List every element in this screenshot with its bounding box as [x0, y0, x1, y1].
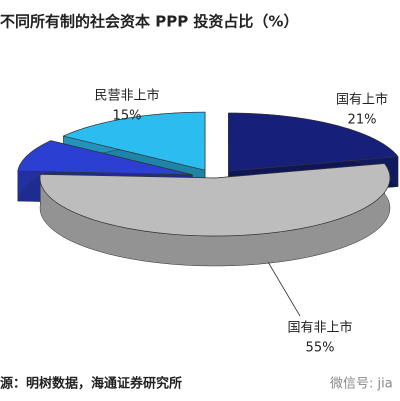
chart-title: 不同所有制的社会资本 PPP 投资占比（%）: [0, 13, 298, 31]
watermark: 微信号: jia: [330, 377, 393, 392]
pie-slice: [39, 162, 391, 267]
source-note: 源：明树数据，海通证券研究所: [0, 376, 182, 392]
leader-line: [267, 261, 301, 317]
slice-top: [39, 163, 391, 237]
slice-top: [62, 111, 206, 171]
slice-top: [228, 112, 399, 172]
labels: 国有上市 21% 国有非上市 55% 民营非上市 15%: [94, 88, 388, 356]
slice-top: [17, 140, 193, 176]
value-label: 55%: [306, 341, 335, 356]
value-label: 15%: [113, 109, 142, 124]
value-label: 21%: [348, 113, 377, 128]
slice-label: 国有非上市: [287, 320, 352, 336]
slice-label: 民营非上市: [94, 88, 159, 104]
slice-label: 国有上市: [336, 92, 388, 108]
pie: [17, 111, 399, 267]
